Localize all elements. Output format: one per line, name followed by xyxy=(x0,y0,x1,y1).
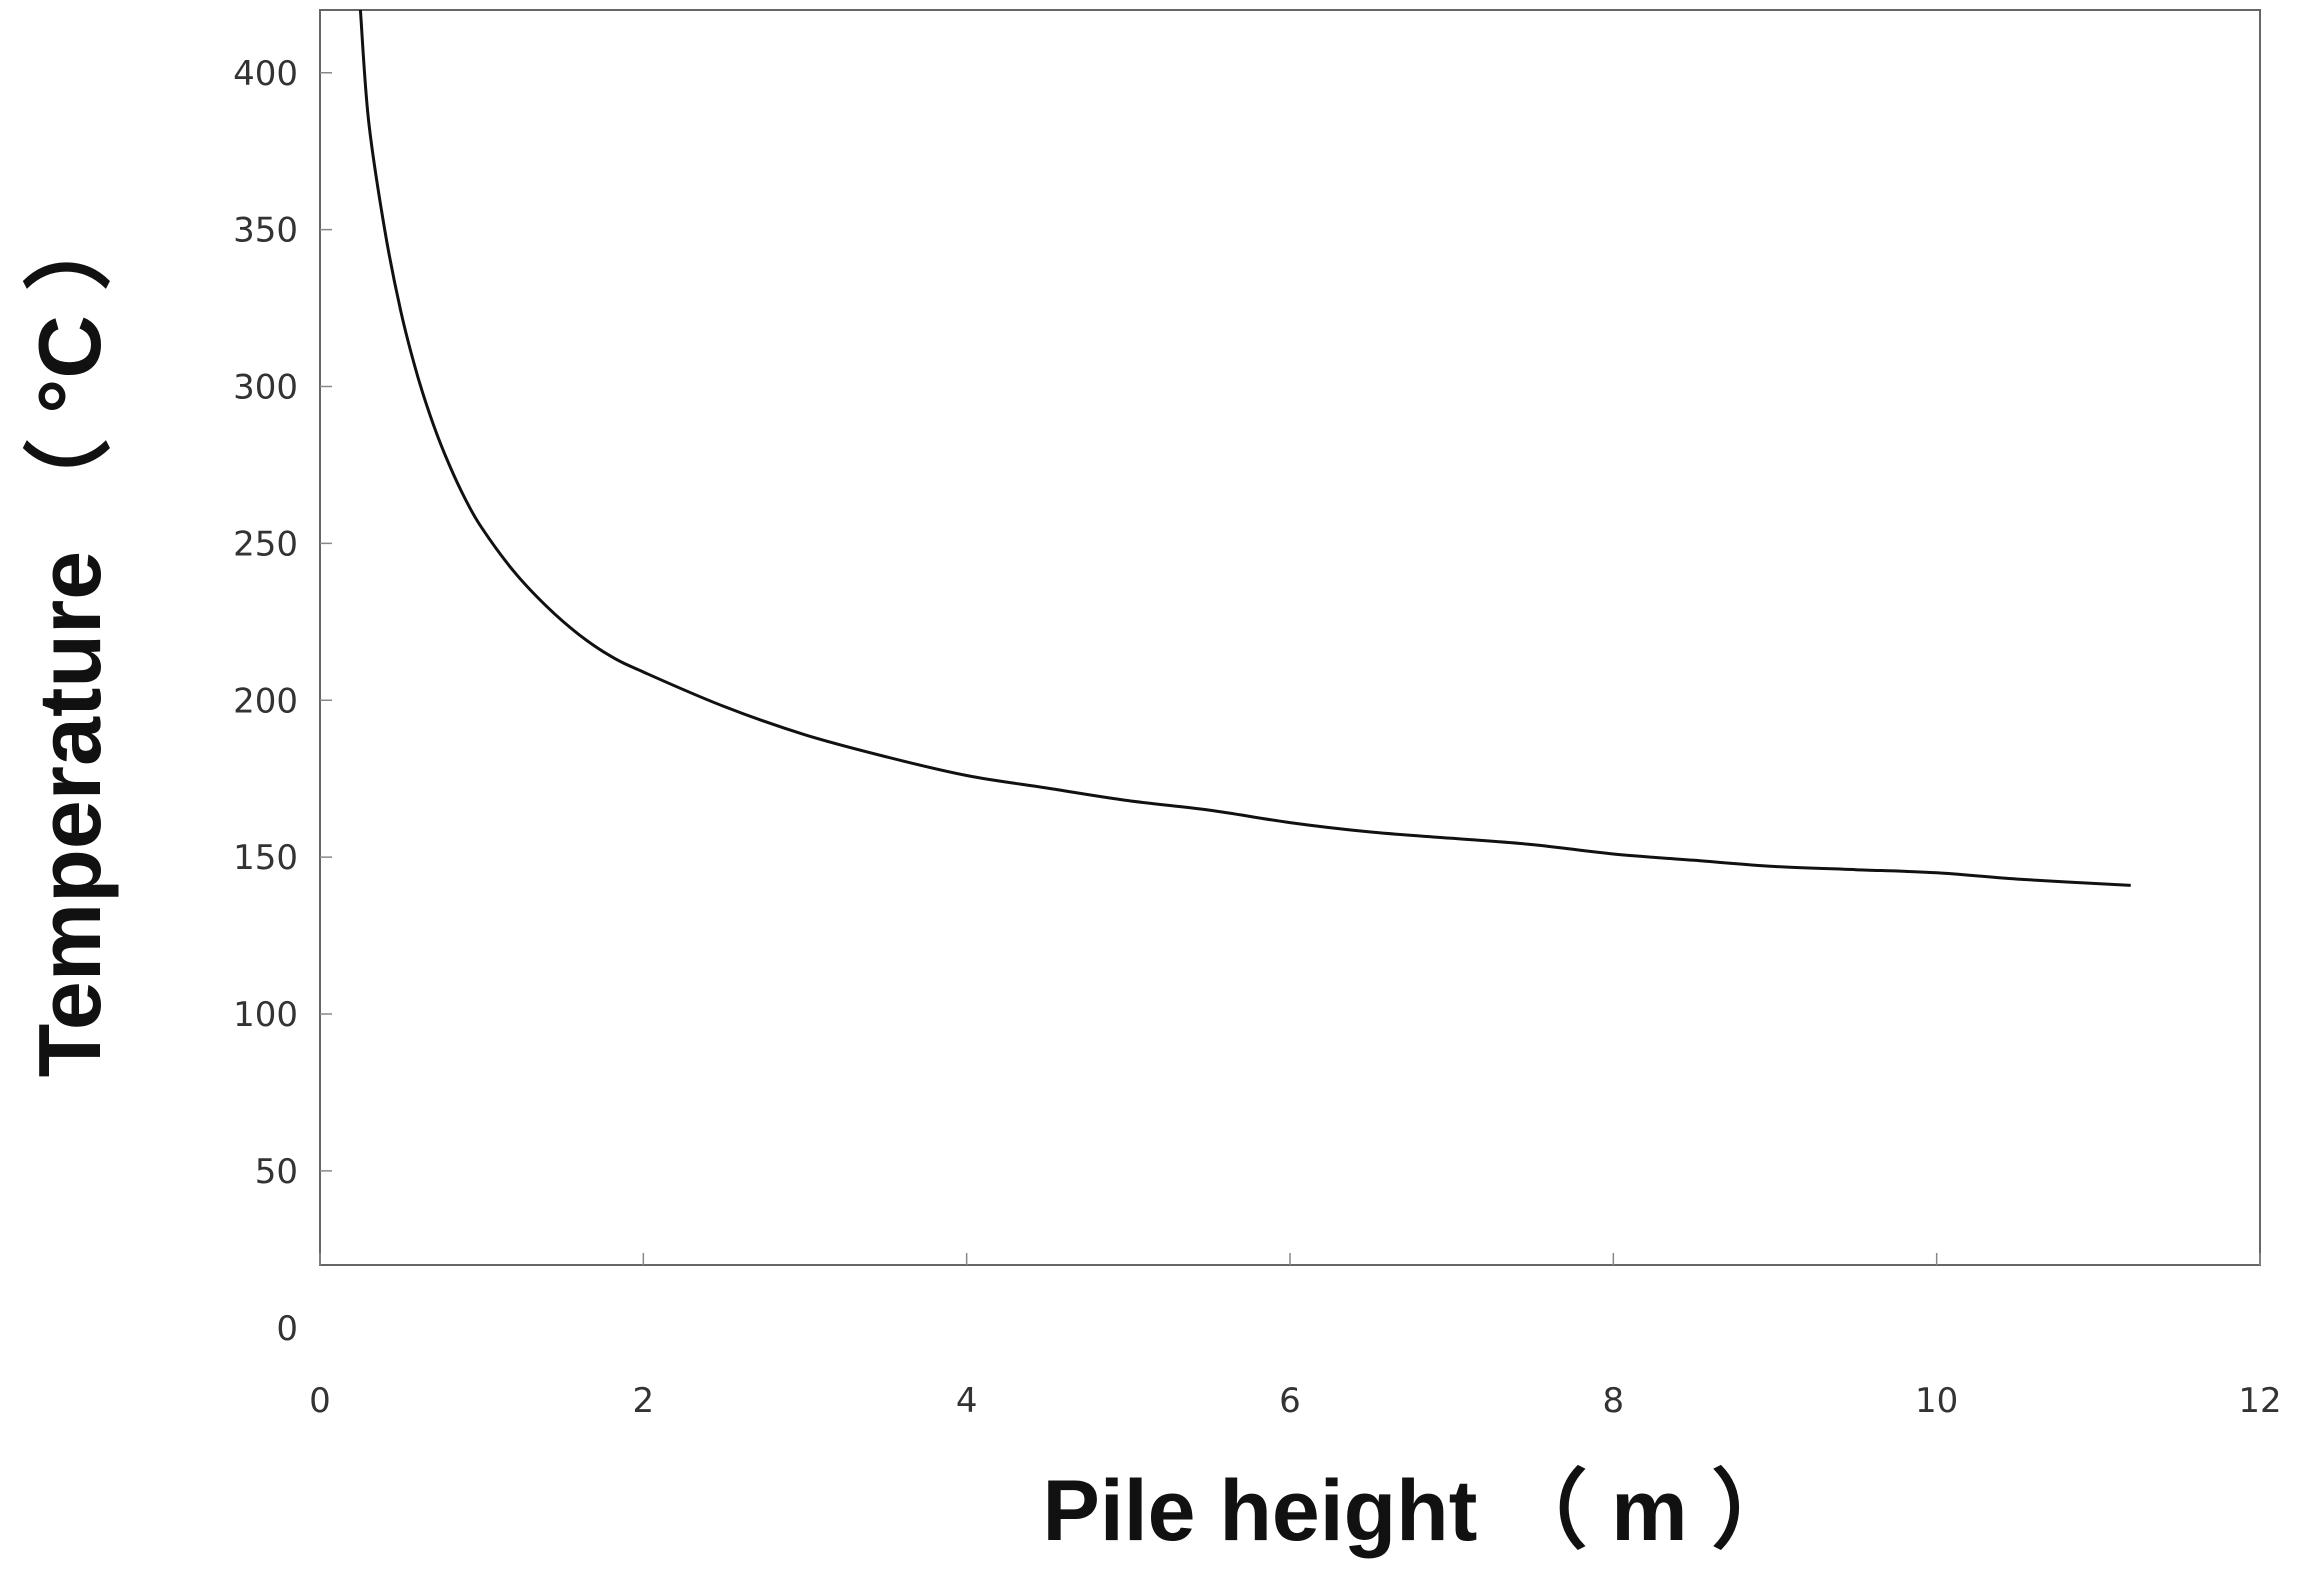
x-tick-label: 4 xyxy=(956,1381,978,1421)
plot-frame xyxy=(319,9,2261,1266)
temperature-curve xyxy=(358,9,2131,887)
y-tick-label: 200 xyxy=(233,681,298,721)
x-tick-label: 12 xyxy=(2238,1381,2281,1421)
x-tick-label: 8 xyxy=(1603,1381,1625,1421)
y-tick-label: 100 xyxy=(233,995,298,1035)
x-tick-label: 0 xyxy=(309,1381,331,1421)
y-tick-label: 0 xyxy=(276,1309,298,1349)
y-tick-label: 150 xyxy=(233,838,298,878)
y-tick-label: 250 xyxy=(233,524,298,564)
y-tick-label: 50 xyxy=(255,1152,298,1192)
x-tick-label: 10 xyxy=(1915,1381,1958,1421)
y-axis: 0 50 100 150 200 250 300 350 400 xyxy=(233,54,332,1349)
x-tick-label: 6 xyxy=(1279,1381,1301,1421)
x-tick-label: 2 xyxy=(633,1381,655,1421)
y-axis-title: Temperature （ °C ） xyxy=(20,203,119,1078)
y-tick-label: 400 xyxy=(233,54,298,94)
x-axis: 0 2 4 6 8 10 12 xyxy=(309,1253,2282,1421)
y-tick-label: 300 xyxy=(233,368,298,408)
y-tick-label: 350 xyxy=(233,211,298,251)
x-axis-title: Pile height （ m ） xyxy=(1043,1463,1798,1559)
